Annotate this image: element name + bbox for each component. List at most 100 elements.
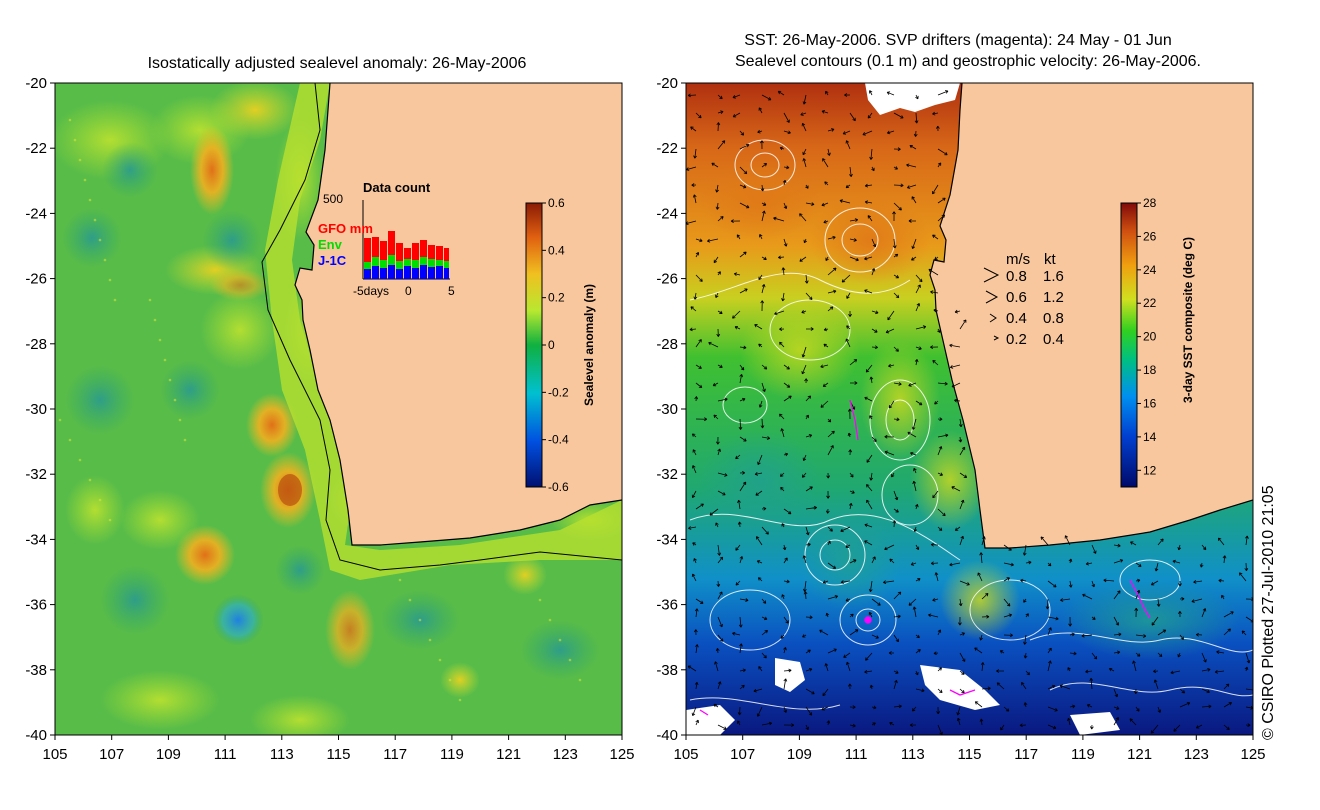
- velocity-arrow: [780, 634, 785, 639]
- credit-text: © CSIRO Plotted 27-Jul-2010 21:05: [1260, 485, 1277, 740]
- velocity-arrow: [999, 650, 1005, 654]
- velocity-arrow: [1069, 704, 1076, 709]
- velocity-arrow: [1245, 652, 1251, 664]
- velocity-arrow: [864, 523, 873, 528]
- velocity-arrow: [930, 542, 939, 547]
- left-lat-tick-label: -34: [25, 531, 47, 548]
- velocity-legend-header-kt: kt: [1044, 251, 1057, 268]
- velocity-arrow: [739, 345, 747, 350]
- inset-xlabel-end: 5: [448, 284, 455, 298]
- velocity-arrow: [715, 292, 719, 298]
- velocity-arrow: [849, 629, 859, 636]
- velocity-arrow: [805, 615, 813, 620]
- velocity-arrow: [937, 688, 943, 694]
- velocity-arrow: [737, 499, 741, 510]
- velocity-arrow: [717, 271, 721, 276]
- velocity-arrow: [893, 202, 902, 211]
- velocity-arrow: [755, 490, 763, 496]
- velocity-arrow: [934, 256, 939, 261]
- velocity-arrow: [871, 722, 876, 726]
- velocity-arrow: [761, 364, 768, 370]
- right-lon-tick-label: 107: [730, 746, 755, 763]
- velocity-arrow: [802, 158, 807, 168]
- velocity-arrow: [805, 542, 811, 547]
- velocity-arrow: [959, 499, 965, 510]
- velocity-arrow: [1157, 538, 1164, 546]
- right-lat-tick-label: -22: [656, 140, 678, 157]
- velocity-arrow: [1003, 613, 1013, 618]
- velocity-arrow: [760, 140, 764, 150]
- velocity-arrow: [1113, 543, 1121, 548]
- sst-coastline: [929, 83, 1253, 549]
- velocity-arrow: [737, 706, 742, 716]
- velocity-legend-kt-2: 0.8: [1043, 310, 1064, 327]
- velocity-arrow: [937, 417, 943, 422]
- velocity-arrow: [693, 292, 698, 300]
- velocity-arrow: [1217, 537, 1225, 546]
- velocity-arrow: [754, 324, 763, 330]
- velocity-arrow: [937, 328, 941, 333]
- velocity-arrow: [1221, 594, 1225, 600]
- velocity-arrow: [779, 146, 785, 151]
- velocity-arrow: [959, 632, 966, 636]
- velocity-arrow: [758, 107, 763, 114]
- velocity-arrow: [779, 472, 785, 477]
- velocity-arrow: [819, 629, 829, 636]
- velocity-arrow: [866, 499, 873, 510]
- left-lat-axis: -20 -22 -24 -26 -28 -30 -32 -34 -36 -38 -40: [25, 75, 55, 744]
- velocity-arrow: [932, 184, 939, 195]
- velocity-arrow: [915, 670, 919, 676]
- sla-bathymetry-contour: [261, 83, 622, 571]
- left-lon-tick-label: 105: [42, 746, 67, 763]
- velocity-arrow: [825, 256, 829, 262]
- velocity-arrow: [1068, 616, 1073, 627]
- velocity-arrow: [695, 644, 699, 654]
- velocity-arrow: [1103, 578, 1115, 583]
- velocity-arrow: [801, 364, 807, 375]
- velocity-arrow: [1135, 634, 1147, 638]
- velocity-arrow: [915, 274, 923, 283]
- velocity-arrow: [908, 219, 917, 223]
- right-lon-tick-label: 121: [1127, 746, 1152, 763]
- velocity-legend-ms-0: 0.8: [1006, 268, 1027, 285]
- velocity-arrow: [821, 110, 829, 114]
- velocity-arrow: [757, 454, 763, 466]
- velocity-arrow: [801, 346, 807, 358]
- velocity-arrow: [849, 613, 854, 618]
- velocity-arrow: [739, 364, 745, 371]
- velocity-arrow: [695, 598, 704, 604]
- velocity-arrow: [820, 400, 829, 408]
- velocity-arrow: [886, 130, 895, 135]
- velocity-arrow: [1150, 580, 1159, 586]
- velocity-arrow: [866, 484, 873, 492]
- velocity-arrow: [735, 580, 741, 586]
- velocity-arrow: [930, 561, 939, 566]
- velocity-arrow: [783, 668, 792, 673]
- velocity-arrow: [759, 234, 763, 240]
- velocity-arrow: [1134, 607, 1139, 618]
- velocity-arrow: [691, 706, 697, 717]
- velocity-arrow: [911, 706, 917, 712]
- velocity-arrow: [893, 274, 900, 279]
- velocity-arrow: [758, 343, 763, 348]
- inset-legend-j1c: J-1C: [318, 253, 347, 268]
- sst-colorbar-tick-label: 26: [1143, 229, 1157, 243]
- velocity-arrow: [1216, 650, 1225, 654]
- velocity-arrow: [739, 374, 744, 384]
- velocity-arrow: [869, 415, 873, 420]
- velocity-arrow: [1153, 679, 1159, 690]
- velocity-arrow: [694, 396, 699, 402]
- velocity-arrow: [761, 94, 772, 101]
- velocity-arrow: [958, 616, 962, 626]
- velocity-arrow: [822, 158, 829, 168]
- velocity-arrow: [871, 310, 879, 315]
- velocity-arrow: [695, 417, 708, 422]
- velocity-arrow: [1021, 682, 1027, 690]
- velocity-arrow: [849, 359, 858, 366]
- velocity-arrow: [1199, 562, 1204, 568]
- velocity-arrow: [761, 721, 773, 726]
- left-lat-tick-label: -36: [25, 597, 47, 614]
- velocity-arrow: [958, 418, 963, 428]
- velocity-arrow: [979, 718, 984, 726]
- sst-colorbar-tick-label: 14: [1143, 430, 1157, 444]
